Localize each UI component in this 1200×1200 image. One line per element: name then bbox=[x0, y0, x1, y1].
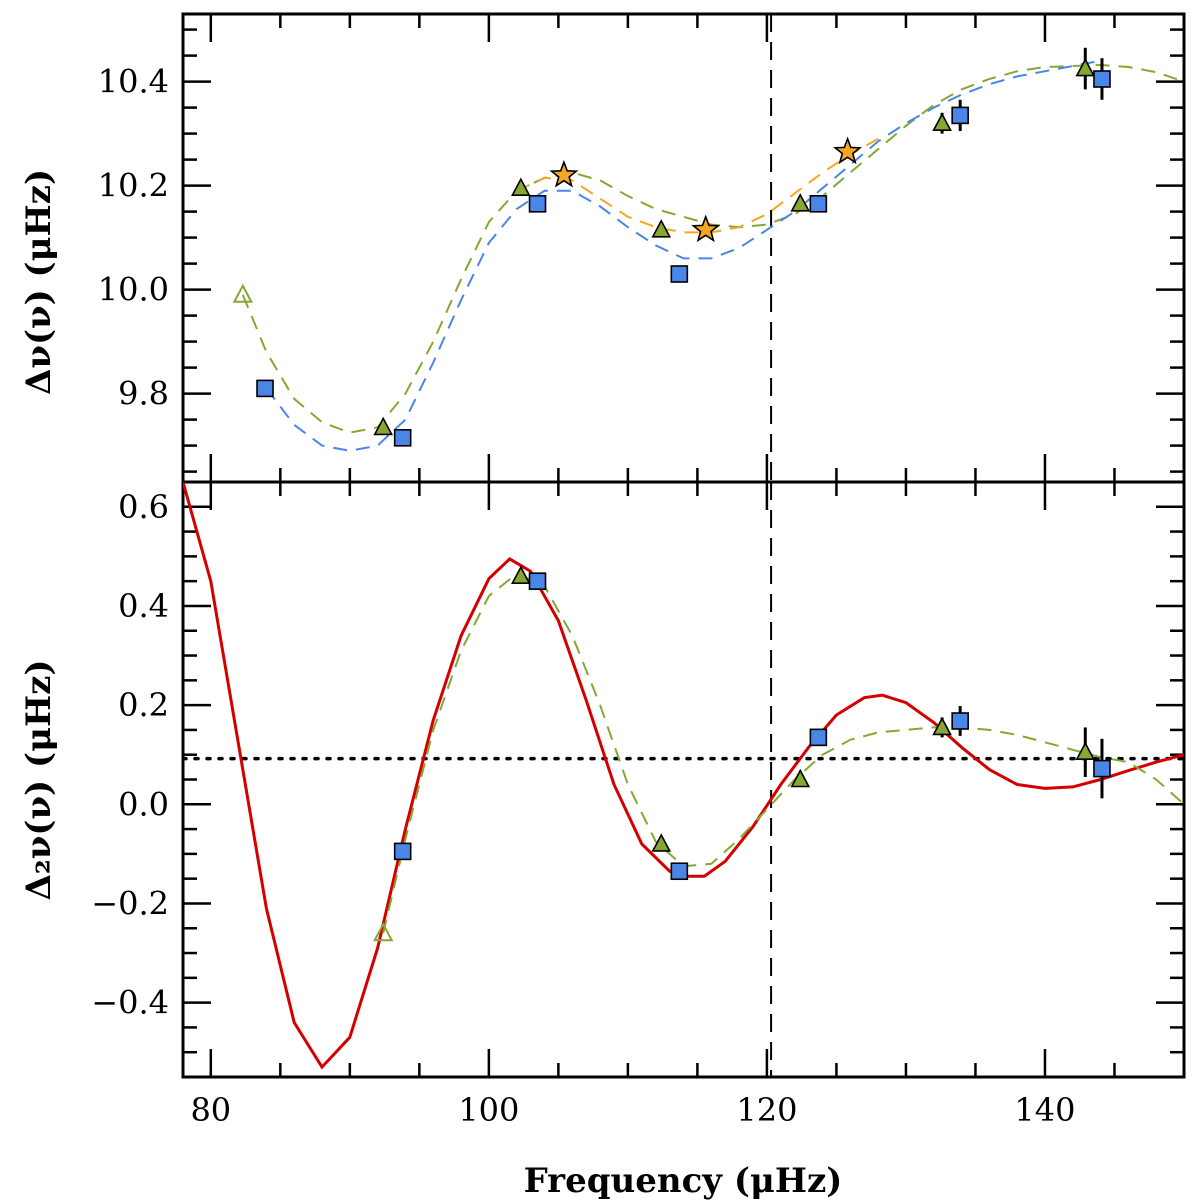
bottom-y-axis-label: Δ₂ν(ν) (μHz) bbox=[19, 660, 59, 901]
square-marker bbox=[1093, 70, 1111, 88]
y-tick-label: 10.0 bbox=[98, 271, 169, 309]
curve-dashed bbox=[382, 572, 1184, 934]
square-marker bbox=[528, 572, 547, 590]
star-marker bbox=[549, 159, 579, 188]
y-tick-label: 0.0 bbox=[118, 785, 169, 823]
square-marker bbox=[951, 106, 969, 125]
triangle-marker bbox=[651, 833, 672, 852]
y-tick-label: 0.2 bbox=[118, 686, 169, 724]
x-tick-label: 140 bbox=[1014, 1091, 1075, 1129]
curve-dashed bbox=[516, 137, 879, 234]
triangle-marker bbox=[932, 716, 952, 736]
y-tick-label: 0.6 bbox=[118, 488, 169, 526]
y-tick-label: 10.2 bbox=[98, 167, 169, 205]
square-marker bbox=[809, 728, 828, 747]
triangle-marker bbox=[232, 283, 253, 303]
triangle-marker bbox=[1075, 57, 1096, 77]
plot-area bbox=[183, 482, 1184, 1077]
square-marker bbox=[670, 862, 689, 881]
y-tick-label: −0.2 bbox=[91, 884, 169, 922]
square-marker bbox=[393, 842, 412, 861]
square-marker bbox=[393, 428, 412, 447]
square-marker bbox=[256, 379, 274, 398]
y-tick-label: 9.8 bbox=[118, 375, 169, 413]
square-marker bbox=[1093, 759, 1111, 778]
triangle-marker bbox=[790, 768, 811, 788]
square-marker bbox=[951, 712, 969, 730]
triangle-marker bbox=[1075, 741, 1096, 761]
triangle-marker bbox=[790, 193, 811, 212]
square-marker bbox=[809, 195, 828, 213]
star-marker bbox=[691, 214, 721, 243]
square-marker bbox=[670, 265, 689, 283]
triangle-marker bbox=[511, 565, 531, 585]
x-axis-label: Frequency (μHz) bbox=[524, 1161, 843, 1200]
x-tick-label: 80 bbox=[190, 1091, 231, 1129]
x-tick-label: 120 bbox=[736, 1091, 797, 1129]
triangle-marker bbox=[373, 416, 394, 436]
curve-dashed bbox=[265, 59, 1101, 452]
triangle-marker bbox=[373, 922, 394, 942]
triangle-marker bbox=[651, 219, 672, 238]
curve-dashed bbox=[241, 63, 1184, 434]
y-tick-label: 0.4 bbox=[118, 587, 169, 625]
square-marker bbox=[528, 195, 547, 213]
plot-area bbox=[232, 14, 1184, 482]
triangle-marker bbox=[511, 177, 531, 196]
y-tick-label: 10.4 bbox=[98, 63, 169, 101]
x-tick-label: 100 bbox=[458, 1091, 519, 1129]
top-y-axis-label: Δν(ν) (μHz) bbox=[19, 169, 59, 395]
triangle-marker bbox=[932, 112, 952, 131]
bottom-panel: 80 100 120 140 −0.4 −0.2 0.0 0.2 0.4 0.6 bbox=[91, 480, 1186, 1129]
y-tick-label: −0.4 bbox=[91, 984, 169, 1022]
star-marker bbox=[833, 136, 863, 165]
